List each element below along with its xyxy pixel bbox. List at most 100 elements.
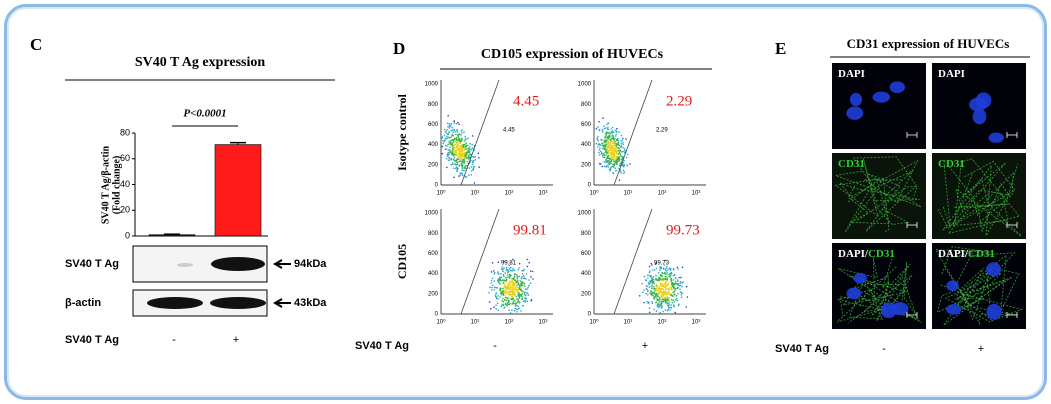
flow-event	[622, 150, 624, 153]
flow-event	[461, 156, 463, 158]
gate	[460, 79, 500, 186]
flow-event	[530, 276, 532, 278]
flow-event	[502, 287, 504, 290]
flow-event	[622, 165, 625, 168]
flow-event	[617, 146, 619, 149]
flow-event	[672, 274, 675, 277]
flow-event	[661, 298, 664, 301]
flow-event	[677, 304, 680, 307]
flow-event	[443, 128, 446, 131]
flow-event	[625, 138, 627, 140]
flow-event	[505, 266, 508, 269]
flow-event	[495, 304, 497, 306]
flow-event	[675, 297, 678, 300]
flow-event	[661, 291, 663, 294]
flow-event	[608, 168, 611, 171]
flow-event	[450, 143, 453, 146]
flow-event	[522, 270, 525, 272]
cd31-signal	[833, 170, 922, 232]
flow-event	[508, 289, 511, 291]
flow-event	[651, 281, 653, 283]
y-axis-label: SV40 T Ag/β-actin	[100, 145, 111, 224]
flow-event	[618, 131, 620, 133]
flow-event	[450, 157, 453, 160]
flow-event	[672, 284, 675, 287]
flow-event	[659, 269, 661, 271]
flow-event	[598, 128, 601, 131]
flow-event	[499, 283, 502, 285]
x-tick-label: 10⁰	[436, 190, 446, 197]
cd31-signal	[844, 156, 918, 233]
flow-event	[444, 144, 447, 147]
scale-bar	[1006, 222, 1018, 228]
flow-event	[520, 283, 523, 286]
flow-event	[672, 286, 675, 289]
flow-event	[466, 164, 468, 167]
flow-event	[450, 122, 453, 125]
flow-event	[673, 301, 676, 303]
flow-event	[517, 305, 519, 308]
cd31-signal	[876, 255, 917, 322]
flow-event	[669, 269, 671, 271]
flow-event	[626, 153, 629, 156]
flow-event	[679, 288, 681, 291]
flow-event	[670, 307, 673, 309]
flow-event	[666, 271, 668, 274]
flow-event	[458, 145, 460, 147]
flow-event	[505, 286, 507, 289]
flow-event	[648, 286, 651, 288]
flow-event	[685, 306, 688, 308]
flow-event	[504, 282, 507, 285]
flow-event	[654, 290, 656, 292]
flow-event	[669, 267, 672, 270]
flow-event	[659, 288, 661, 291]
flow-event	[449, 141, 452, 144]
flow-event	[453, 156, 456, 158]
flow-event	[660, 288, 663, 290]
flow-event	[666, 296, 668, 298]
channel-label: DAPI	[838, 68, 865, 80]
y-tick-label: 800	[581, 231, 592, 237]
flow-event	[666, 276, 668, 278]
flow-event	[677, 292, 679, 295]
flow-event	[506, 268, 509, 271]
flow-event	[647, 294, 649, 296]
x-tick-label: 10¹	[471, 191, 480, 197]
flow-event	[668, 289, 670, 291]
flow-event	[513, 309, 516, 312]
flow-event	[669, 274, 672, 277]
flow-event	[610, 157, 613, 160]
flow-event	[511, 270, 513, 272]
flow-event	[602, 128, 604, 131]
flow-event	[601, 165, 604, 168]
flow-event	[660, 295, 663, 297]
flow-event	[670, 294, 672, 297]
flow-event	[616, 127, 618, 130]
flow-event	[463, 169, 466, 172]
flow-event	[470, 166, 473, 168]
cd31-signal	[947, 158, 1021, 235]
flow-event	[502, 297, 504, 300]
flow-event	[524, 288, 527, 290]
flow-event	[614, 146, 616, 148]
flow-event	[669, 276, 671, 278]
flow-event	[508, 296, 510, 299]
flow-event	[528, 279, 530, 281]
flow-event	[451, 139, 454, 141]
flow-event	[465, 142, 468, 144]
flow-event	[453, 148, 455, 151]
y-tick-label: 200	[581, 291, 592, 297]
flow-event	[472, 168, 474, 171]
flow-event	[648, 283, 651, 285]
flow-event	[524, 297, 526, 300]
panel-letter: C	[30, 35, 42, 54]
flow-event	[672, 299, 674, 302]
flow-event	[507, 272, 509, 274]
flow-event	[451, 152, 453, 155]
y-tick-label: 200	[581, 162, 592, 168]
flow-event	[512, 290, 515, 293]
flow-event	[658, 306, 660, 309]
flow-event	[651, 285, 653, 287]
flow-event	[518, 301, 521, 304]
flow-event	[619, 164, 621, 166]
